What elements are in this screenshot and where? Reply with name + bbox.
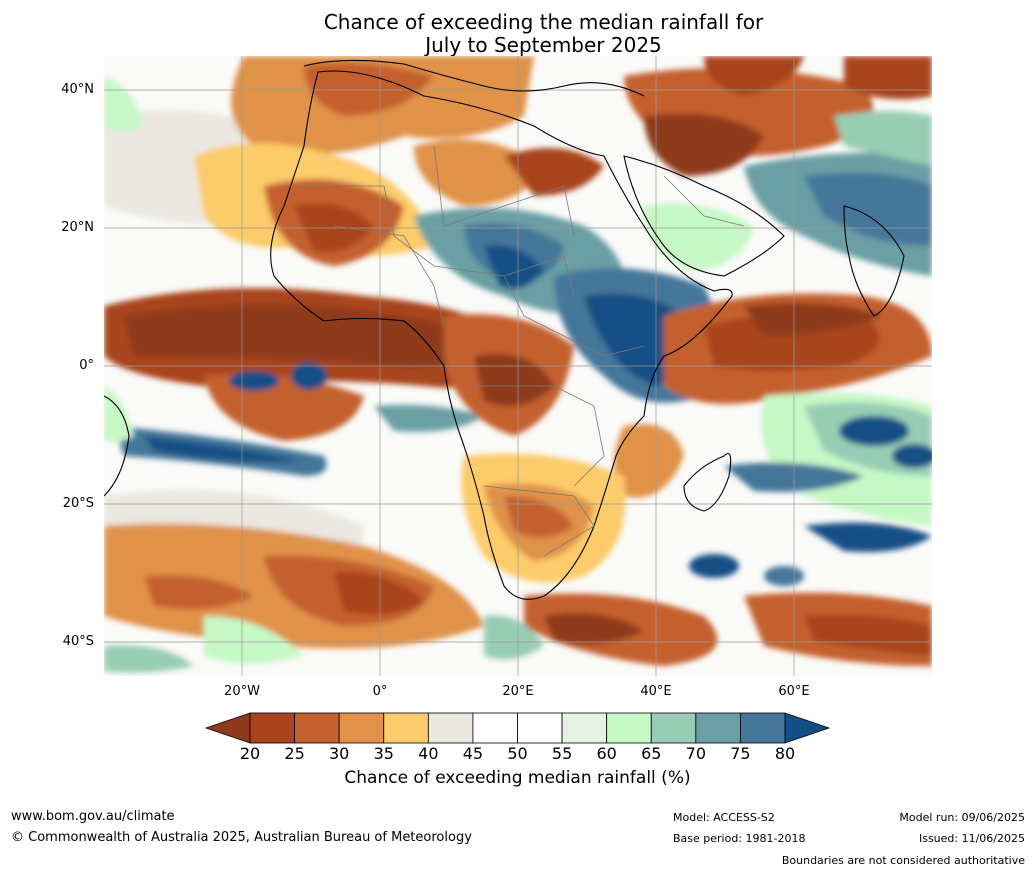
europe-coastline	[303, 59, 645, 97]
south-america-coastline	[104, 395, 130, 497]
lon-label-0: 0°	[372, 684, 388, 699]
colorbar-extend-high	[784, 712, 831, 744]
colorbar-cell	[517, 712, 563, 744]
colorbar	[204, 712, 831, 744]
colorbar-tick-label: 55	[551, 744, 573, 763]
colorbar-cell	[695, 712, 741, 744]
colorbar-cell	[294, 712, 340, 744]
colorbar-tick-label: 45	[462, 744, 484, 763]
colorbar-cell	[427, 712, 474, 744]
africa-coastline	[270, 70, 733, 600]
footer-model-run: Model run: 09/06/2025	[899, 811, 1025, 824]
colorbar-tick-label: 20	[239, 744, 261, 763]
colorbar-cell	[472, 712, 518, 744]
lon-label-60e: 60°E	[778, 684, 810, 699]
rainfall-map-canvas	[104, 56, 932, 676]
footer-copyright: © Commonwealth of Australia 2025, Austra…	[11, 830, 472, 845]
colorbar-tick-label: 80	[774, 744, 796, 763]
colorbar-cell	[740, 712, 786, 744]
footer-url: www.bom.gov.au/climate	[11, 809, 175, 824]
colorbar-tick-label: 60	[596, 744, 617, 763]
colorbar-tick-label: 50	[507, 744, 528, 763]
colorbar-cell	[561, 712, 608, 744]
map-gridlines	[104, 56, 932, 676]
lat-label-20s: 20°S	[62, 496, 94, 511]
colorbar-extend-low	[204, 712, 251, 744]
colorbar-tick-label: 75	[730, 744, 751, 763]
country-borders	[284, 145, 745, 557]
madagascar-coastline	[683, 452, 732, 512]
lat-label-equator: 0°	[79, 358, 94, 373]
colorbar-label: Chance of exceeding median rainfall (%)	[344, 768, 691, 788]
footer-base-period: Base period: 1981-2018	[673, 832, 806, 845]
colorbar-tick-label: 70	[685, 744, 706, 763]
map-title-line2: July to September 2025	[425, 33, 662, 57]
colorbar-cell	[249, 712, 295, 744]
colorbar-tick-label: 40	[418, 744, 439, 763]
lat-label-20n: 20°N	[61, 220, 94, 235]
lon-label-20e: 20°E	[502, 684, 534, 699]
colorbar-cell	[383, 712, 429, 744]
map-title-line1: Chance of exceeding the median rainfall …	[323, 10, 764, 34]
colorbar-cell	[606, 712, 652, 744]
rainfall-map	[104, 56, 932, 676]
colorbar-tick-label: 65	[641, 744, 662, 763]
colorbar-tick-label: 35	[373, 744, 394, 763]
lon-label-20w: 20°W	[224, 684, 260, 699]
colorbar-tick-label: 30	[328, 744, 350, 763]
colorbar-tick-label: 25	[284, 744, 305, 763]
arabia-coastline	[623, 155, 785, 277]
india-coastline	[843, 205, 905, 317]
footer-boundaries-note: Boundaries are not considered authoritat…	[781, 854, 1025, 867]
lat-label-40s: 40°S	[62, 634, 94, 649]
lon-label-40e: 40°E	[640, 684, 672, 699]
footer-model: Model: ACCESS-S2	[673, 811, 775, 824]
colorbar-cell	[650, 712, 697, 744]
footer-issued: Issued: 11/06/2025	[918, 832, 1025, 845]
lat-label-40n: 40°N	[61, 82, 94, 97]
colorbar-cell	[338, 712, 385, 744]
coastlines	[104, 59, 905, 600]
